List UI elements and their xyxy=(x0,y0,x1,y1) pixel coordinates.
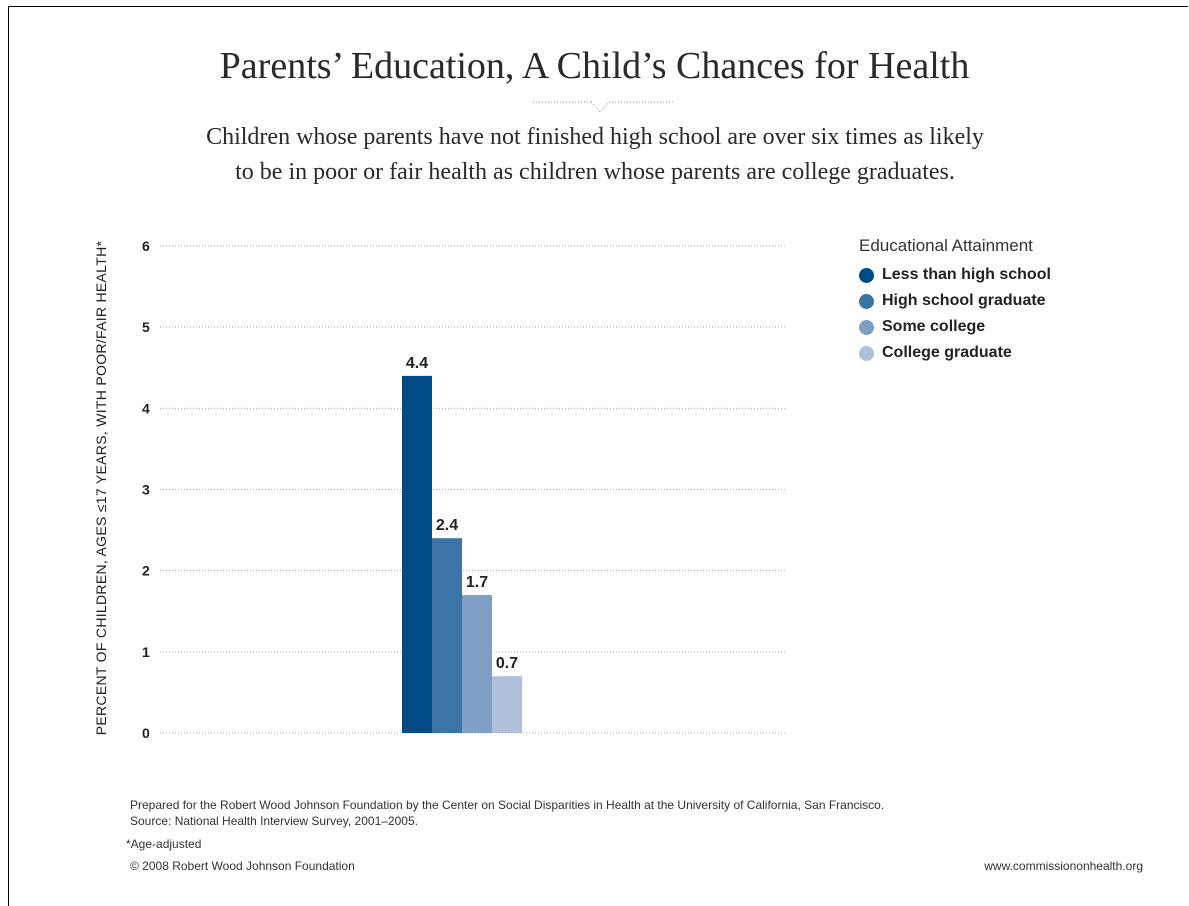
chart-subtitle: Children whose parents have not finished… xyxy=(140,120,1050,190)
legend-swatch xyxy=(859,293,874,309)
legend-label: Some college xyxy=(882,318,986,335)
page-frame xyxy=(8,6,1188,906)
prepared-by-note: Prepared for the Robert Wood Johnson Fou… xyxy=(130,798,885,812)
data-label: 1.7 xyxy=(466,574,488,591)
legend: Educational Attainment Less than high sc… xyxy=(859,236,1051,366)
chart-title: Parents’ Education, A Child’s Chances fo… xyxy=(219,45,970,87)
legend-swatch xyxy=(859,267,874,283)
bar xyxy=(492,676,522,733)
y-tick-label: 4 xyxy=(142,400,150,416)
footer-notes: Prepared for the Robert Wood Johnson Fou… xyxy=(130,797,884,829)
data-label: 0.7 xyxy=(496,655,518,672)
y-tick-label: 5 xyxy=(142,319,150,335)
legend-label: High school graduate xyxy=(882,292,1046,309)
legend-item: High school graduate xyxy=(859,288,1051,314)
source-note: Source: National Health Interview Survey… xyxy=(130,814,418,828)
copyright: © 2008 Robert Wood Johnson Foundation xyxy=(130,859,355,873)
legend-title: Educational Attainment xyxy=(859,236,1033,255)
legend-item: Less than high school xyxy=(859,262,1051,288)
legend-label: College graduate xyxy=(882,344,1012,361)
bar xyxy=(432,538,462,733)
legend-item: Some college xyxy=(859,314,1051,340)
age-adjusted-note: *Age-adjusted xyxy=(126,837,202,851)
y-tick-label: 2 xyxy=(142,563,150,579)
data-label: 2.4 xyxy=(436,517,458,534)
subtitle-line-2: to be in poor or fair health as children… xyxy=(235,159,955,185)
legend-item: College graduate xyxy=(859,340,1051,366)
subtitle-line-1: Children whose parents have not finished… xyxy=(206,124,984,150)
website-link[interactable]: www.commissiononhealth.org xyxy=(984,859,1143,873)
legend-items: Less than high school High school graduat… xyxy=(859,262,1051,366)
y-tick-label: 3 xyxy=(142,482,150,498)
y-tick-label: 6 xyxy=(142,238,150,254)
bar xyxy=(462,595,492,733)
title-divider-ornament xyxy=(533,101,675,113)
data-label: 4.4 xyxy=(406,355,428,372)
y-tick-label: 0 xyxy=(142,725,150,741)
bar xyxy=(402,375,432,733)
legend-label: Less than high school xyxy=(882,266,1051,283)
y-tick-label: 1 xyxy=(142,644,150,660)
legend-swatch xyxy=(859,345,874,361)
legend-swatch xyxy=(859,319,874,335)
